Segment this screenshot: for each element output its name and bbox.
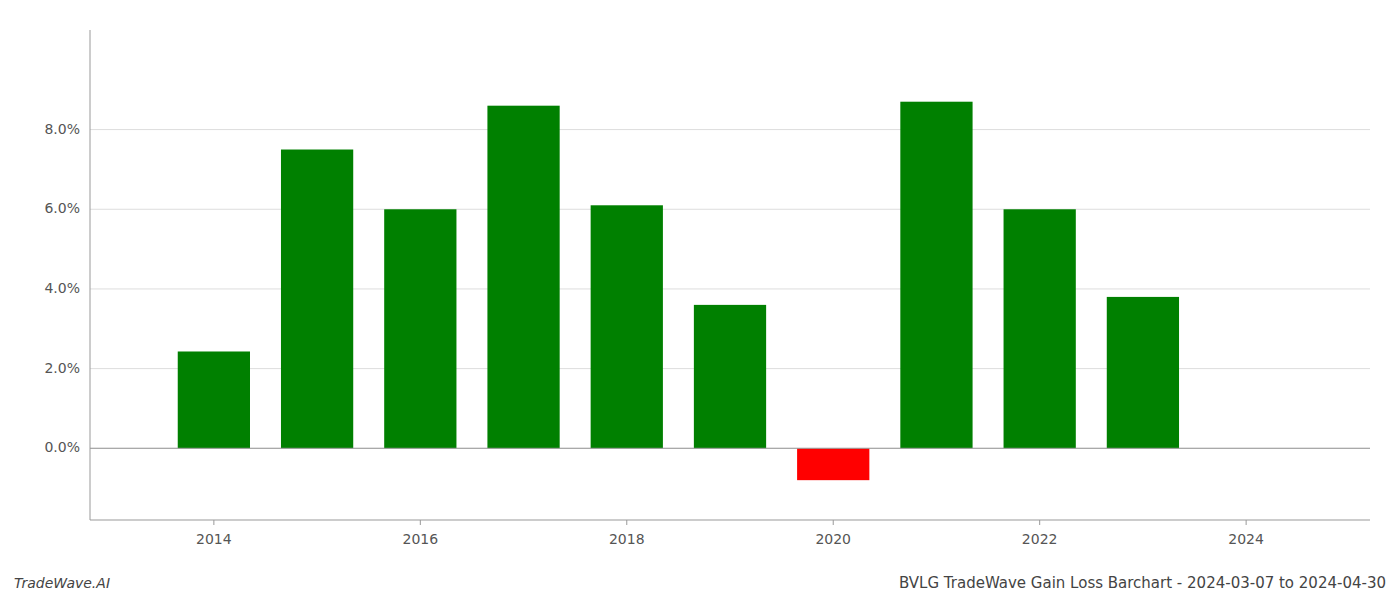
x-tick-label: 2020 [815, 531, 851, 547]
y-axis-line [90, 30, 91, 520]
bar [178, 351, 250, 448]
y-tick-labels: 0.0% 2.0% 4.0% 6.0% 8.0% [44, 121, 80, 456]
y-grid [90, 130, 1370, 449]
x-tick-label: 2024 [1228, 531, 1264, 547]
x-tick-label: 2022 [1022, 531, 1058, 547]
bar [1107, 297, 1179, 448]
zero-line [90, 448, 1370, 449]
bar [281, 150, 353, 449]
y-tick-label: 2.0% [44, 360, 80, 376]
bar [900, 102, 972, 449]
x-tick [626, 520, 627, 525]
y-tick-label: 8.0% [44, 121, 80, 137]
x-tick [833, 520, 834, 525]
x-tick-labels: 2014 2016 2018 2020 2022 2024 [196, 520, 1264, 547]
y-tick-label: 6.0% [44, 200, 80, 216]
x-tick-label: 2018 [609, 531, 645, 547]
x-tick [420, 520, 421, 525]
bar [591, 205, 663, 448]
bar [487, 106, 559, 449]
bar [384, 209, 456, 448]
x-tick-label: 2014 [196, 531, 232, 547]
x-tick [213, 520, 214, 525]
bar [694, 305, 766, 448]
bar [797, 448, 869, 480]
grid-line [90, 448, 1370, 449]
x-axis-line [90, 520, 1370, 521]
x-tick [1039, 520, 1040, 525]
bar [1004, 209, 1076, 448]
x-tick [1246, 520, 1247, 525]
grid-line [90, 129, 1370, 130]
x-tick-label: 2016 [403, 531, 439, 547]
footer-annotation: TradeWave.AI [14, 575, 110, 591]
y-tick-label: 4.0% [44, 280, 80, 296]
chart: 0.0% 2.0% 4.0% 6.0% 8.0% 2014 2016 2018 2020 2022… [0, 0, 1400, 600]
bars [178, 102, 1179, 480]
y-tick-label: 0.0% [44, 439, 80, 455]
title: BVLG TradeWave Gain Loss Barchart - 2024… [899, 574, 1386, 592]
